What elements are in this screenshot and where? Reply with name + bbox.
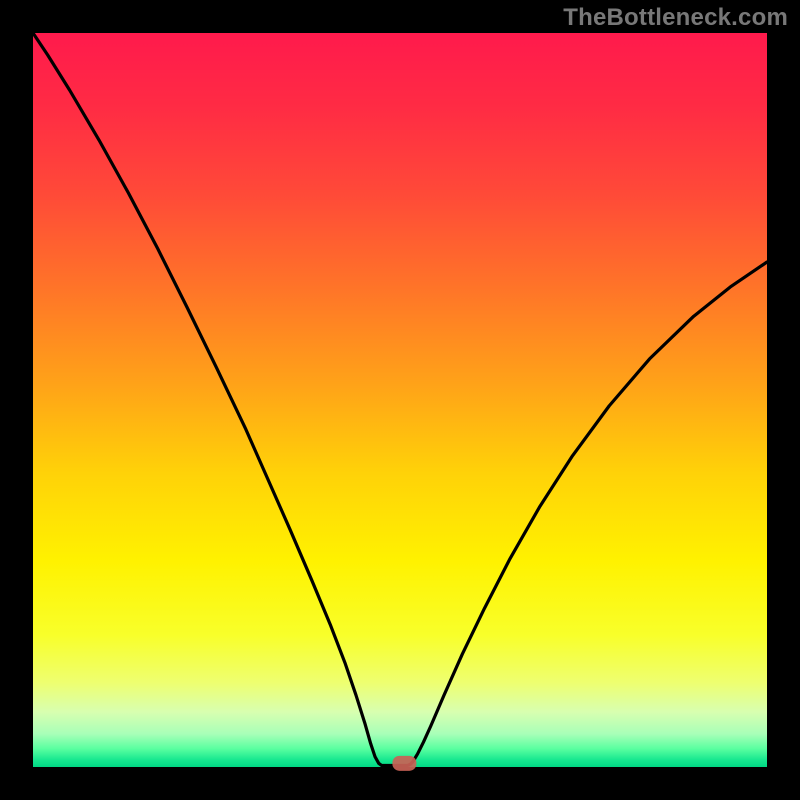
minimum-marker <box>392 756 416 771</box>
chart-svg <box>0 0 800 800</box>
plot-background <box>33 33 767 767</box>
chart-stage: TheBottleneck.com <box>0 0 800 800</box>
